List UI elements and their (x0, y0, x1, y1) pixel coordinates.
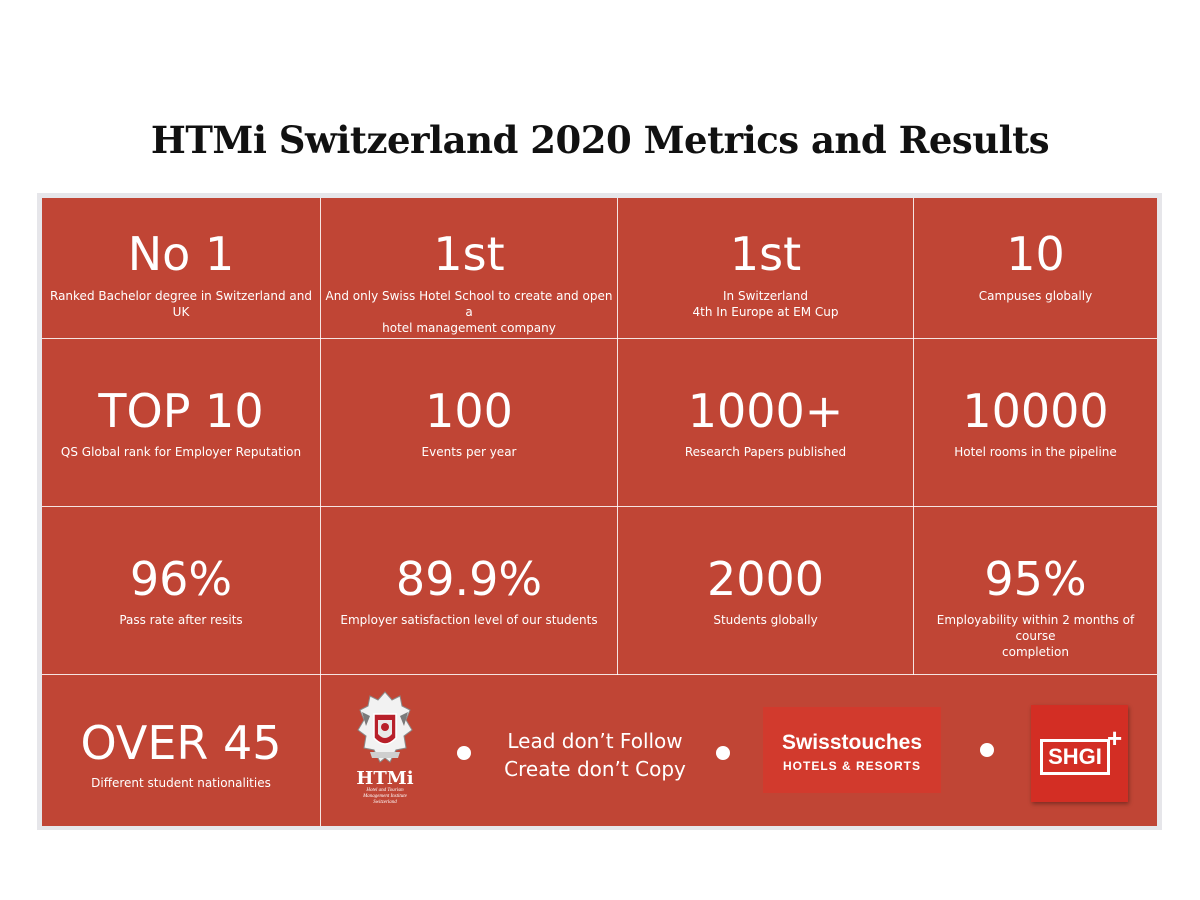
metric-value: OVER 45 (80, 716, 282, 770)
crest-icon (357, 691, 413, 763)
metric-cell: 100 Events per year (321, 339, 617, 506)
swisstouches-name: Swisstouches (781, 731, 923, 754)
metric-value: No 1 (127, 227, 235, 281)
metric-label: Ranked Bachelor degree in Switzerland an… (50, 289, 312, 319)
htmi-logo: HTMi Hotel and Tourism Management Instit… (340, 686, 430, 814)
metric-label: Employability within 2 months of course … (936, 613, 1135, 659)
metric-cell: 10 Campuses globally (914, 198, 1157, 338)
grid-divider (617, 198, 618, 675)
metric-cell: 1000+ Research Papers published (618, 339, 913, 506)
htmi-subtitle: Hotel and Tourism Management Institute S… (363, 788, 407, 805)
metric-value: 1000+ (687, 384, 844, 438)
metric-value: 10 (1006, 227, 1065, 281)
metric-label: QS Global rank for Employer Reputation (60, 445, 302, 459)
metric-label: Students globally (713, 613, 818, 627)
metric-value: 10000 (962, 384, 1109, 438)
motto: Lead don’t Follow Create don’t Copy (485, 727, 705, 783)
metric-label: Different student nationalities (91, 776, 271, 790)
metric-label: In Switzerland 4th In Europe at EM Cup (692, 289, 839, 319)
metric-label: And only Swiss Hotel School to create an… (325, 289, 613, 335)
grid-divider (42, 674, 1157, 675)
metric-label: Employer satisfaction level of our stude… (340, 613, 598, 627)
metric-value: 1st (729, 227, 802, 281)
metric-cell: 2000 Students globally (618, 507, 913, 674)
metric-value: 96% (129, 552, 233, 606)
metric-label: Events per year (421, 445, 517, 459)
metric-cell: TOP 10 QS Global rank for Employer Reput… (42, 339, 320, 506)
grid-divider (42, 338, 1157, 339)
metrics-panel (42, 198, 1157, 826)
bullet-dot (457, 746, 471, 760)
metric-cell: 89.9% Employer satisfaction level of our… (321, 507, 617, 674)
metric-label: Hotel rooms in the pipeline (954, 445, 1117, 459)
swisstouches-subtitle: HOTELS & RESORTS (782, 759, 921, 773)
metric-value: 95% (984, 552, 1087, 606)
bullet-dot (980, 743, 994, 757)
shgi-wordmark: SHGI (1040, 739, 1110, 775)
motto-line-1: Lead don’t Follow (507, 729, 683, 753)
metric-value: 2000 (706, 552, 825, 606)
metric-cell: 96% Pass rate after resits (42, 507, 320, 674)
swisstouches-logo: Swisstouches HOTELS & RESORTS (763, 707, 941, 793)
metric-cell: 1st And only Swiss Hotel School to creat… (321, 198, 617, 338)
grid-divider (42, 506, 1157, 507)
metric-label: Research Papers published (684, 445, 847, 459)
metric-label: Campuses globally (978, 289, 1093, 303)
page-title: HTMi Switzerland 2020 Metrics and Result… (150, 118, 1050, 162)
htmi-wordmark: HTMi (356, 768, 414, 789)
metric-value: 89.9% (395, 552, 543, 606)
metric-cell: No 1 Ranked Bachelor degree in Switzerla… (42, 198, 320, 338)
metric-cell: OVER 45 Different student nationalities (42, 675, 320, 826)
grid-divider (320, 198, 321, 826)
plus-icon: + (1107, 723, 1123, 753)
metric-value: 100 (425, 384, 513, 438)
metric-cell: 1st In Switzerland 4th In Europe at EM C… (618, 198, 913, 338)
shgi-logo: SHGI + (1031, 705, 1128, 802)
metric-value: TOP 10 (98, 384, 264, 438)
metric-value: 1st (433, 227, 505, 281)
bullet-dot (716, 746, 730, 760)
metric-label: Pass rate after resits (119, 613, 243, 627)
metric-cell: 95% Employability within 2 months of cou… (914, 507, 1157, 674)
metric-cell: 10000 Hotel rooms in the pipeline (914, 339, 1157, 506)
motto-line-2: Create don’t Copy (504, 757, 686, 781)
grid-divider (913, 198, 914, 675)
